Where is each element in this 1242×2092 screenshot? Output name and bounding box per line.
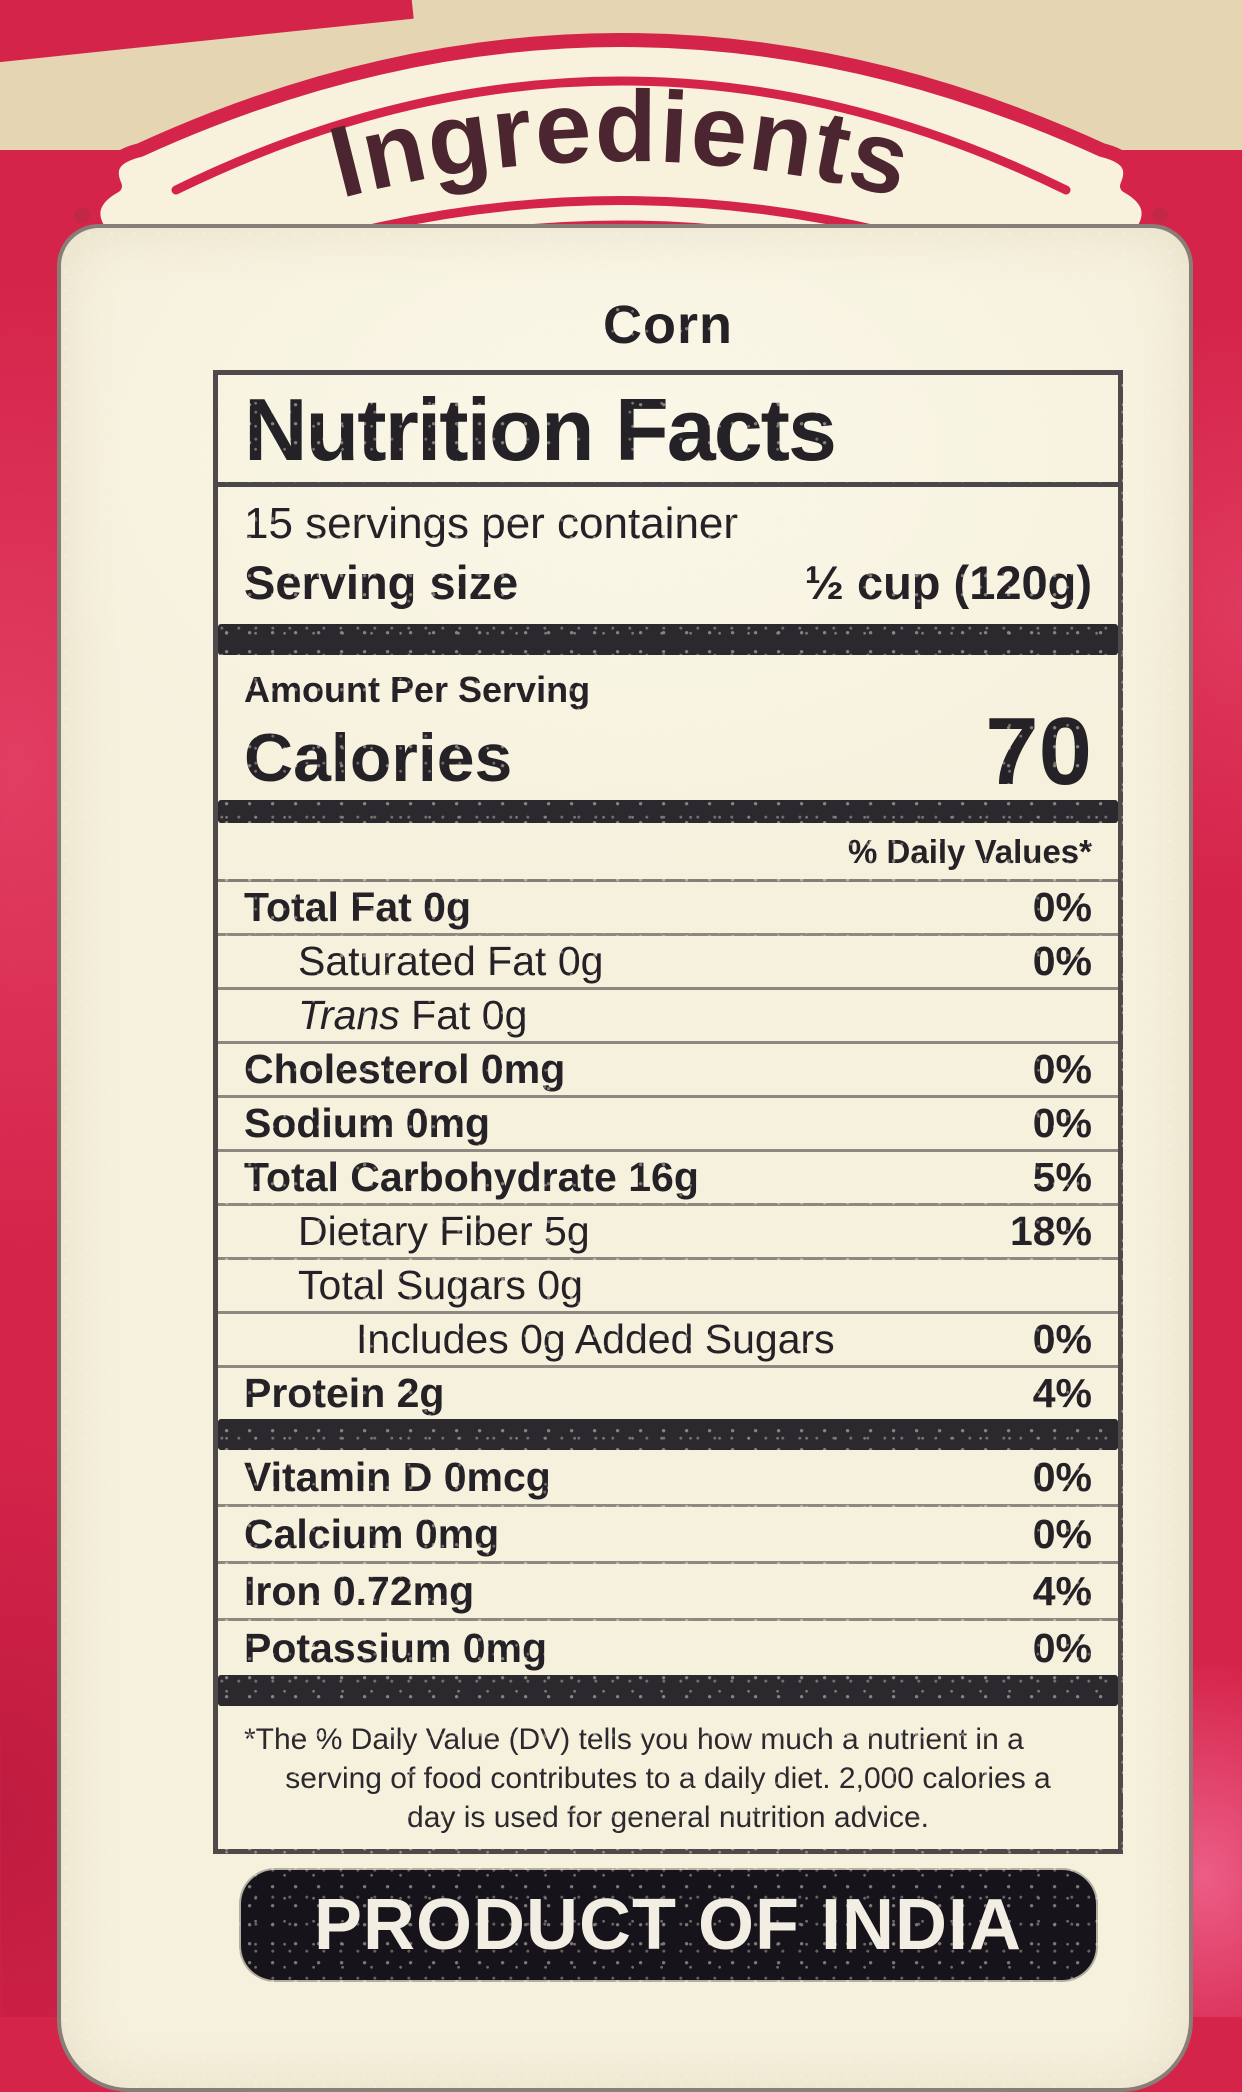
- divider-bar-medium: [218, 800, 1118, 824]
- divider-bar-thick: [218, 1419, 1118, 1451]
- label-panel-inner: Corn Nutrition Facts 15 servings per con…: [61, 228, 1189, 1981]
- nutrient-label: Vitamin D 0mcg: [244, 1453, 551, 1500]
- nutrient-value: 0%: [1032, 1624, 1092, 1671]
- vitamin-rows: Vitamin D 0mcg 0% Calcium 0mg 0% Iron 0.72mg…: [218, 1450, 1118, 1675]
- nutrient-value: 0%: [1032, 1100, 1092, 1147]
- nutrient-label: Protein 2g: [244, 1370, 445, 1417]
- product-origin-label: PRODUCT OF INDIA: [314, 1885, 1022, 1966]
- nutrient-label: Total Fat 0g: [244, 884, 472, 931]
- nutrient-row: Total Fat 0g 0%: [218, 882, 1118, 933]
- nutrient-value: 4%: [1032, 1567, 1092, 1614]
- nutrient-value: 0%: [1032, 1453, 1092, 1500]
- serving-size-row: Serving size ½ cup (120g): [218, 549, 1118, 624]
- nutrient-value: 18%: [1009, 1208, 1092, 1255]
- nutrient-row: Calcium 0mg 0%: [218, 1504, 1118, 1561]
- banner-dot: [1152, 207, 1168, 223]
- nutrient-label: Iron 0.72mg: [244, 1567, 475, 1614]
- divider-bar-thick: [218, 1675, 1118, 1707]
- serving-size-value: ½ cup (120g): [804, 555, 1092, 609]
- nutrient-label: Trans Fat 0g: [298, 992, 528, 1039]
- footnote-line: *The % Daily Value (DV) tells you how mu…: [244, 1723, 1024, 1757]
- nutrition-facts-box: Nutrition Facts 15 servings per containe…: [213, 370, 1123, 1855]
- nutrient-row: Protein 2g 4%: [218, 1365, 1118, 1419]
- nutrient-row: Potassium 0mg 0%: [218, 1618, 1118, 1675]
- nutrient-label: Sodium 0mg: [244, 1100, 491, 1147]
- nutrient-row: Saturated Fat 0g 0%: [218, 933, 1118, 987]
- nutrient-value: 0%: [1032, 884, 1092, 931]
- nutrient-row: Includes 0g Added Sugars 0%: [218, 1311, 1118, 1365]
- amount-per-serving: Amount Per Serving: [244, 668, 591, 710]
- banner-stripe-top: [171, 76, 1071, 195]
- calories-row: Calories 70: [218, 697, 1118, 805]
- nutrient-row: Trans Fat 0g: [218, 987, 1118, 1041]
- footnote-line: day is used for general nutrition advice…: [407, 1801, 929, 1835]
- daily-value-header: % Daily Values*: [218, 823, 1118, 883]
- nutrient-rows: Total Fat 0g 0% Saturated Fat 0g 0% Trans Fa…: [218, 882, 1118, 1419]
- nutrient-value: 0%: [1032, 938, 1092, 985]
- footnote-line: serving of food contributes to a daily d…: [285, 1762, 1051, 1796]
- nutrient-label: Calcium 0mg: [244, 1510, 500, 1557]
- product-name: Corn: [603, 295, 733, 355]
- serving-size-label: Serving size: [244, 555, 519, 609]
- nutrient-value: 0%: [1032, 1046, 1092, 1093]
- nutrition-facts-title: Nutrition Facts: [218, 375, 1118, 487]
- nutrient-row: Total Carbohydrate 16g 5%: [218, 1149, 1118, 1203]
- nutrient-label: Includes 0g Added Sugars: [356, 1316, 835, 1363]
- nutrient-value: 5%: [1032, 1154, 1092, 1201]
- nutrient-row: Vitamin D 0mcg 0%: [218, 1450, 1118, 1504]
- banner-dot: [74, 207, 90, 223]
- nutrient-label: Potassium 0mg: [244, 1624, 548, 1671]
- nutrient-row: Cholesterol 0mg 0%: [218, 1041, 1118, 1095]
- daily-value-footnote: *The % Daily Value (DV) tells you how mu…: [218, 1706, 1118, 1849]
- nutrient-value: 0%: [1032, 1510, 1092, 1557]
- nutrient-label: Total Carbohydrate 16g: [244, 1154, 699, 1201]
- nutrient-label: Dietary Fiber 5g: [298, 1208, 590, 1255]
- label-panel: Corn Nutrition Facts 15 servings per con…: [57, 224, 1193, 2092]
- nutrient-label: Cholesterol 0mg: [244, 1046, 566, 1093]
- calories-value: 70: [985, 697, 1092, 805]
- divider-bar-thick: [218, 623, 1118, 655]
- nutrient-row: Total Sugars 0g: [218, 1257, 1118, 1311]
- nutrient-label: Total Sugars 0g: [298, 1262, 583, 1309]
- nutrient-value: 4%: [1032, 1370, 1092, 1417]
- product-origin-box: PRODUCT OF INDIA: [240, 1870, 1096, 1981]
- nutrient-row: Iron 0.72mg 4%: [218, 1561, 1118, 1618]
- calories-label: Calories: [244, 720, 513, 797]
- nutrient-value: 0%: [1032, 1316, 1092, 1363]
- servings-per-container: 15 servings per container: [244, 498, 739, 548]
- nutrient-row: Sodium 0mg 0%: [218, 1095, 1118, 1149]
- nutrient-label: Saturated Fat 0g: [298, 938, 604, 985]
- nutrient-row: Dietary Fiber 5g 18%: [218, 1203, 1118, 1257]
